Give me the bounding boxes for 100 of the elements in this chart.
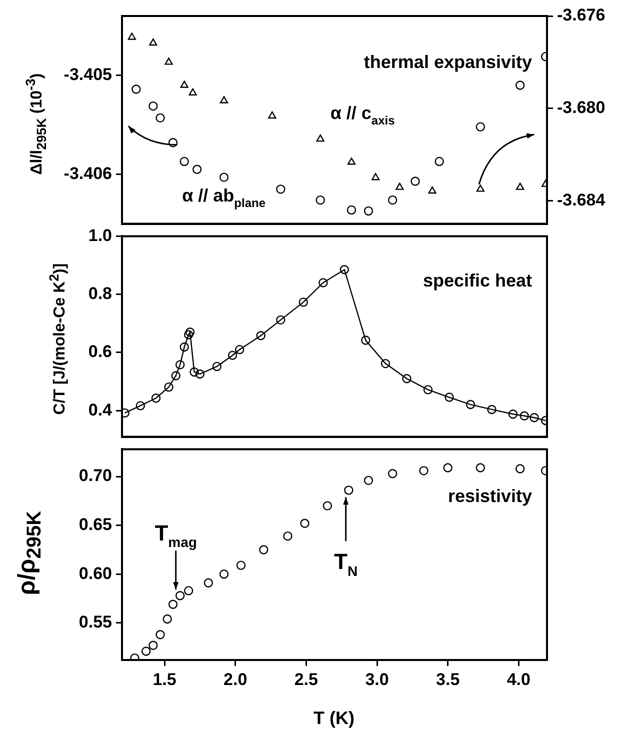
- point: [188, 88, 197, 96]
- point: [195, 369, 205, 379]
- point: [204, 578, 214, 588]
- point: [256, 331, 266, 340]
- point: [318, 278, 328, 288]
- point: [508, 410, 518, 419]
- point: [175, 590, 185, 600]
- point: [148, 101, 158, 111]
- point: [276, 315, 286, 325]
- point: [388, 195, 398, 205]
- point: [396, 182, 404, 190]
- point: [410, 176, 420, 186]
- point: [516, 182, 524, 190]
- point: [530, 413, 539, 422]
- annotation: resistivity: [448, 486, 532, 506]
- point: [184, 330, 194, 340]
- y2-tick-label: -3.676: [557, 6, 606, 25]
- point: [515, 80, 525, 90]
- point: [259, 545, 268, 554]
- point: [428, 186, 436, 194]
- point: [476, 463, 486, 472]
- point: [156, 113, 165, 123]
- point: [234, 344, 244, 354]
- point: [300, 518, 310, 528]
- point: [136, 401, 146, 410]
- point: [180, 342, 189, 352]
- point: [180, 156, 189, 166]
- x-tick-label: 2.0: [224, 670, 248, 689]
- point: [162, 614, 172, 624]
- y-tick-label: 0.70: [78, 466, 112, 486]
- point: [364, 476, 374, 486]
- point: [372, 173, 380, 180]
- point: [156, 630, 165, 640]
- point: [236, 560, 246, 570]
- point: [322, 501, 332, 510]
- point: [151, 394, 161, 403]
- point: [364, 206, 374, 216]
- point: [423, 385, 433, 394]
- point: [283, 531, 292, 541]
- point: [476, 184, 484, 192]
- point: [520, 411, 529, 420]
- x-tick-label: 3.5: [436, 670, 460, 689]
- point: [168, 138, 178, 148]
- point: [220, 96, 228, 104]
- point: [141, 646, 151, 656]
- point: [346, 205, 356, 215]
- point: [192, 164, 202, 174]
- y-tick-label: -3.405: [64, 65, 112, 84]
- point: [466, 400, 476, 410]
- x-tick-label: 2.5: [294, 670, 318, 689]
- point: [276, 184, 286, 194]
- y-tick-label: 0.60: [78, 564, 112, 583]
- point: [443, 463, 452, 472]
- point: [219, 172, 229, 182]
- point: [180, 80, 188, 88]
- point: [316, 195, 325, 205]
- point: [190, 367, 199, 377]
- y-tick-label: 0.65: [78, 515, 112, 534]
- point: [164, 382, 174, 392]
- y-tick-label: 0.6: [88, 342, 112, 362]
- point: [228, 350, 238, 360]
- point: [316, 134, 324, 142]
- point: [515, 464, 525, 474]
- point: [380, 358, 390, 368]
- point: [388, 469, 398, 478]
- point: [434, 156, 444, 166]
- x-tick-label: 1.5: [152, 670, 176, 689]
- point: [340, 265, 350, 274]
- point: [164, 58, 173, 65]
- point: [476, 122, 486, 132]
- point: [171, 371, 180, 380]
- point: [185, 328, 195, 337]
- x-tick-label: 4.0: [506, 670, 530, 689]
- point: [419, 466, 428, 476]
- y2-tick-label: -3.680: [557, 98, 606, 118]
- y-tick-label: 0.8: [88, 284, 112, 304]
- point: [168, 600, 178, 609]
- point: [344, 486, 354, 495]
- point: [347, 158, 356, 165]
- point: [132, 84, 141, 94]
- point: [402, 374, 412, 384]
- point: [148, 640, 158, 650]
- point: [361, 336, 370, 345]
- point: [149, 38, 158, 46]
- annotation: specific heat: [422, 270, 532, 290]
- point: [268, 111, 276, 119]
- point: [184, 586, 194, 596]
- point: [128, 32, 136, 40]
- point: [487, 404, 496, 414]
- y-tick-label: 0.55: [78, 612, 112, 632]
- point: [219, 570, 229, 579]
- point: [175, 360, 185, 370]
- y-tick-label: 0.4: [88, 400, 113, 420]
- x-axis-title: T (K): [314, 708, 354, 729]
- y-tick-label: 1.0: [88, 226, 112, 245]
- y-tick-label: -3.406: [64, 164, 112, 184]
- annotation: thermal expansivity: [364, 52, 532, 72]
- point: [212, 362, 222, 372]
- y2-tick-label: -3.684: [557, 190, 606, 210]
- point: [298, 298, 308, 307]
